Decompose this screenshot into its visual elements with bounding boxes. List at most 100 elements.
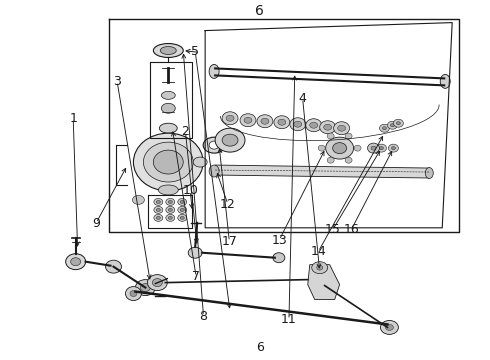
Ellipse shape [141, 284, 150, 292]
Ellipse shape [380, 320, 398, 334]
Ellipse shape [383, 127, 387, 130]
Ellipse shape [154, 206, 163, 213]
Ellipse shape [144, 142, 193, 182]
Ellipse shape [166, 214, 175, 221]
Ellipse shape [180, 216, 184, 219]
Ellipse shape [319, 121, 336, 134]
Ellipse shape [396, 122, 400, 125]
Ellipse shape [317, 265, 323, 270]
Ellipse shape [222, 112, 238, 125]
Text: 17: 17 [221, 235, 237, 248]
Ellipse shape [135, 280, 155, 296]
Ellipse shape [379, 147, 384, 150]
Ellipse shape [334, 122, 349, 135]
Text: 1: 1 [69, 112, 77, 125]
Text: 16: 16 [343, 223, 359, 236]
Text: 14: 14 [310, 245, 326, 258]
Polygon shape [215, 165, 429, 178]
Text: 10: 10 [182, 184, 198, 197]
Ellipse shape [306, 119, 322, 132]
Ellipse shape [178, 214, 187, 221]
Text: 4: 4 [299, 92, 307, 105]
Ellipse shape [290, 118, 306, 131]
Ellipse shape [333, 143, 346, 154]
Ellipse shape [257, 115, 273, 128]
Ellipse shape [66, 254, 86, 270]
Polygon shape [308, 265, 340, 300]
Text: 3: 3 [113, 75, 121, 88]
Ellipse shape [153, 44, 183, 58]
Ellipse shape [391, 124, 394, 127]
Ellipse shape [261, 118, 269, 124]
Text: 8: 8 [199, 310, 207, 323]
Ellipse shape [147, 275, 167, 291]
Ellipse shape [273, 253, 285, 263]
Ellipse shape [180, 208, 184, 211]
Ellipse shape [389, 144, 398, 152]
Ellipse shape [222, 134, 238, 146]
Ellipse shape [105, 260, 122, 273]
Ellipse shape [130, 291, 137, 297]
Ellipse shape [376, 144, 387, 152]
Text: 7: 7 [192, 270, 200, 283]
Ellipse shape [168, 201, 172, 203]
Ellipse shape [188, 247, 202, 258]
Ellipse shape [425, 167, 433, 179]
Ellipse shape [166, 206, 175, 213]
Ellipse shape [158, 185, 178, 195]
Ellipse shape [226, 115, 234, 121]
Ellipse shape [345, 157, 352, 163]
Text: 2: 2 [181, 125, 190, 138]
Ellipse shape [318, 145, 325, 151]
Ellipse shape [371, 146, 376, 150]
Ellipse shape [156, 201, 160, 203]
Ellipse shape [326, 137, 354, 159]
Ellipse shape [152, 279, 162, 287]
Text: 12: 12 [220, 198, 236, 211]
Text: 9: 9 [92, 216, 100, 230]
Ellipse shape [156, 216, 160, 219]
Ellipse shape [393, 119, 403, 127]
Ellipse shape [168, 216, 172, 219]
Ellipse shape [327, 157, 334, 163]
Ellipse shape [154, 198, 163, 206]
Text: 13: 13 [271, 234, 287, 247]
Ellipse shape [161, 91, 175, 99]
Ellipse shape [160, 46, 176, 54]
Ellipse shape [125, 287, 142, 301]
Ellipse shape [166, 198, 175, 206]
Ellipse shape [354, 145, 361, 151]
Ellipse shape [209, 141, 219, 149]
Ellipse shape [345, 133, 352, 139]
Ellipse shape [278, 119, 286, 125]
Text: 6: 6 [255, 4, 264, 18]
Ellipse shape [440, 75, 450, 88]
Ellipse shape [386, 324, 393, 330]
Text: 6: 6 [256, 341, 264, 354]
Ellipse shape [368, 143, 379, 153]
Ellipse shape [156, 208, 160, 211]
Ellipse shape [310, 122, 318, 128]
Ellipse shape [180, 201, 184, 203]
Ellipse shape [312, 262, 328, 274]
Ellipse shape [132, 195, 145, 204]
Ellipse shape [159, 123, 177, 133]
Ellipse shape [392, 147, 395, 150]
Ellipse shape [154, 214, 163, 221]
Ellipse shape [215, 128, 245, 152]
Ellipse shape [178, 198, 187, 206]
Ellipse shape [388, 121, 397, 129]
Ellipse shape [203, 137, 225, 153]
Ellipse shape [209, 165, 219, 177]
Text: 15: 15 [325, 223, 341, 236]
Ellipse shape [294, 121, 302, 127]
Ellipse shape [324, 124, 332, 130]
Text: 11: 11 [281, 313, 297, 327]
Ellipse shape [274, 116, 290, 129]
Ellipse shape [161, 103, 175, 113]
Ellipse shape [240, 114, 256, 127]
Ellipse shape [153, 150, 183, 174]
Ellipse shape [379, 124, 390, 132]
Ellipse shape [193, 157, 207, 167]
Ellipse shape [71, 258, 81, 266]
